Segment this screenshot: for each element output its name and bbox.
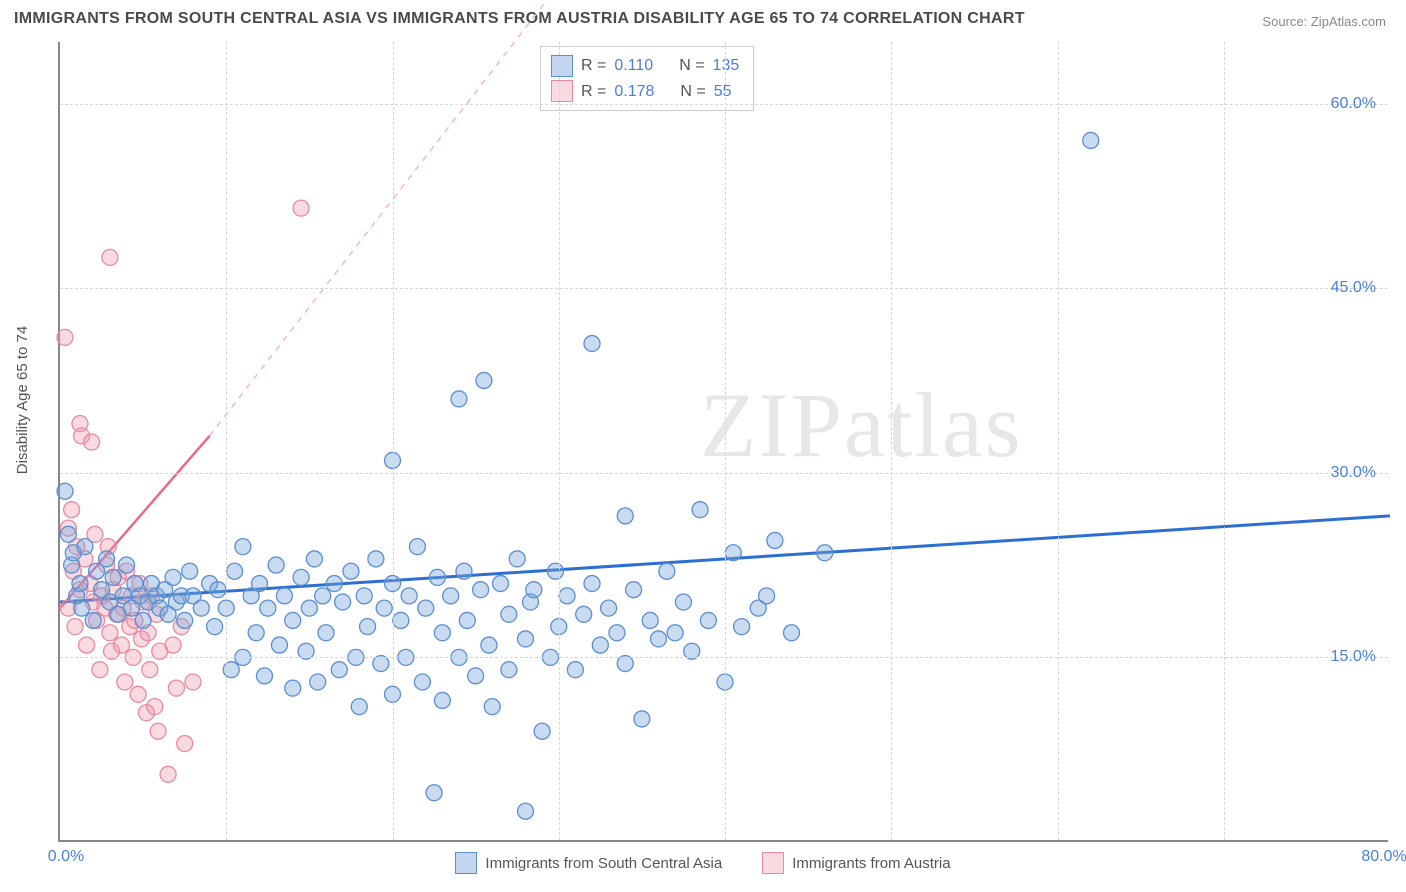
- gridline-v: [226, 42, 227, 840]
- n-label: N =: [679, 53, 704, 79]
- r-value-blue: 0.110: [614, 53, 653, 79]
- y-tick-label: 45.0%: [1331, 279, 1376, 297]
- gridline-h: [60, 104, 1388, 105]
- plot-area: ZIPatlas R = 0.110 N = 135 R = 0.178 N =…: [58, 42, 1388, 842]
- chart-svg: [60, 42, 1388, 840]
- gridline-v: [1058, 42, 1059, 840]
- legend-label-blue: Immigrants from South Central Asia: [485, 855, 722, 872]
- gridline-v: [1224, 42, 1225, 840]
- source-attribution: Source: ZipAtlas.com: [1262, 14, 1386, 29]
- gridline-v: [559, 42, 560, 840]
- n-label: N =: [680, 79, 705, 105]
- y-axis-label: Disability Age 65 to 74: [14, 326, 31, 474]
- legend-label-pink: Immigrants from Austria: [792, 855, 950, 872]
- y-tick-label: 30.0%: [1331, 464, 1376, 482]
- gridline-v: [725, 42, 726, 840]
- legend-row-blue: R = 0.110 N = 135: [551, 53, 739, 79]
- swatch-blue-icon: [551, 55, 573, 77]
- r-label: R =: [581, 53, 606, 79]
- legend-row-pink: R = 0.178 N = 55: [551, 79, 739, 105]
- chart-title: IMMIGRANTS FROM SOUTH CENTRAL ASIA VS IM…: [14, 10, 1025, 28]
- source-link[interactable]: ZipAtlas.com: [1311, 14, 1386, 29]
- n-value-pink: 55: [714, 79, 732, 105]
- swatch-blue-icon: [455, 852, 477, 874]
- bottom-legend: Immigrants from South Central Asia Immig…: [0, 852, 1406, 874]
- gridline-v: [393, 42, 394, 840]
- gridline-h: [60, 473, 1388, 474]
- gridline-h: [60, 657, 1388, 658]
- r-label: R =: [581, 79, 606, 105]
- source-label: Source:: [1262, 14, 1307, 29]
- y-tick-label: 60.0%: [1331, 95, 1376, 113]
- legend-item-pink: Immigrants from Austria: [762, 852, 950, 874]
- legend-item-blue: Immigrants from South Central Asia: [455, 852, 722, 874]
- r-value-pink: 0.178: [614, 79, 654, 105]
- gridline-v: [891, 42, 892, 840]
- gridline-h: [60, 288, 1388, 289]
- swatch-pink-icon: [551, 80, 573, 102]
- y-tick-label: 15.0%: [1331, 648, 1376, 666]
- swatch-pink-icon: [762, 852, 784, 874]
- correlation-legend: R = 0.110 N = 135 R = 0.178 N = 55: [540, 46, 754, 111]
